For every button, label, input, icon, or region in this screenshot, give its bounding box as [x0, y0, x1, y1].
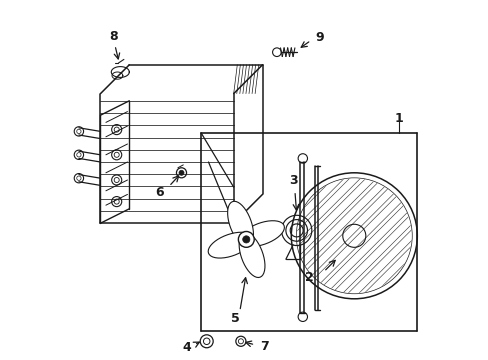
Circle shape: [242, 236, 249, 243]
Text: 5: 5: [231, 312, 240, 325]
Text: 6: 6: [155, 186, 164, 199]
Polygon shape: [239, 233, 264, 278]
Polygon shape: [208, 232, 252, 258]
Text: 7: 7: [260, 340, 268, 353]
Text: 3: 3: [288, 174, 297, 186]
Polygon shape: [227, 201, 253, 246]
Polygon shape: [240, 221, 284, 247]
Text: 9: 9: [315, 31, 324, 44]
Text: 2: 2: [305, 271, 313, 284]
Circle shape: [179, 170, 183, 175]
Text: 4: 4: [182, 341, 191, 354]
Circle shape: [342, 224, 365, 247]
Circle shape: [238, 231, 254, 247]
Text: 1: 1: [394, 112, 403, 125]
Text: 8: 8: [108, 30, 117, 42]
